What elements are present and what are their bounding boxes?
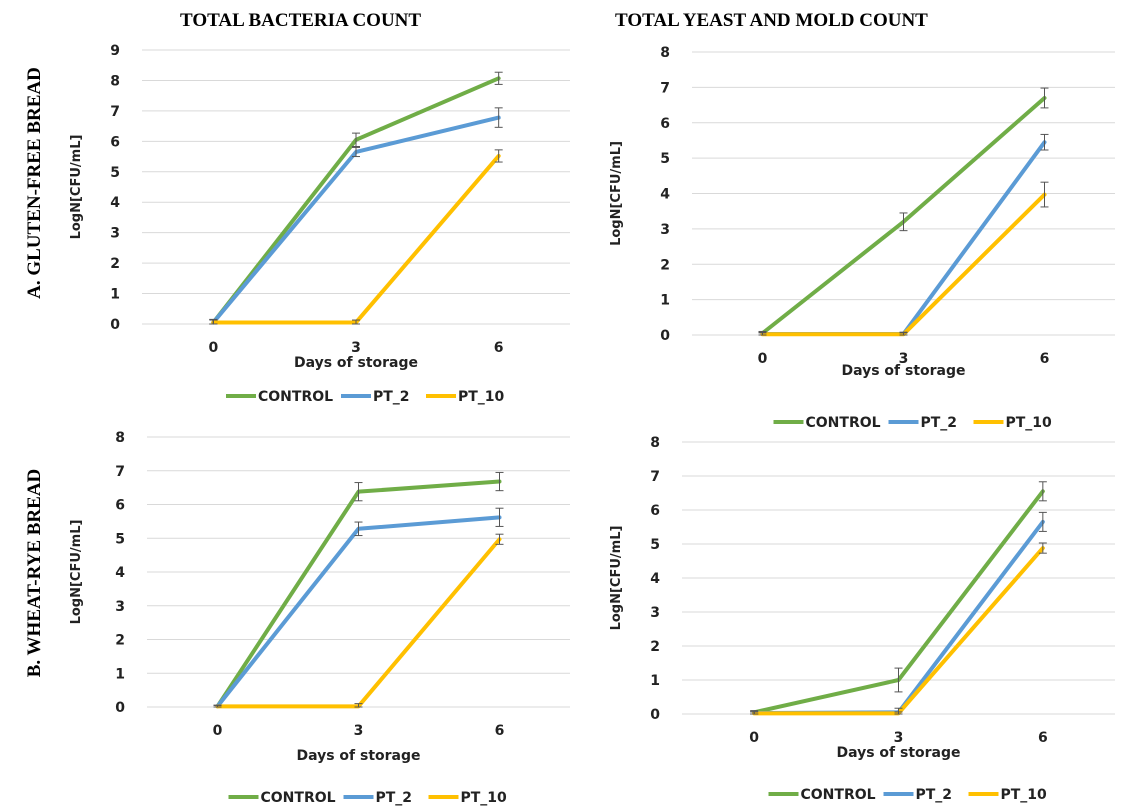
legend-label-pt-2: PT_2	[916, 787, 953, 803]
y-tick-label: 7	[650, 469, 660, 485]
y-axis-title: LogN[CFU/mL]	[69, 520, 84, 625]
y-tick-label: 5	[115, 531, 125, 547]
x-tick-label: 0	[208, 340, 218, 356]
chart-yeast-mold-gluten-free: 0 1 2 3 4 5 6 7 8 0 3 6 Days of storage LogN[CFU/mL] C…	[609, 45, 1115, 431]
y-tick-label: 1	[650, 673, 660, 689]
y-tick-label: 0	[115, 700, 125, 716]
series-line-pt-10	[211, 153, 501, 325]
legend-label-pt-10: PT_10	[458, 389, 505, 405]
column-title-yeast-mold: TOTAL YEAST AND MOLD COUNT	[615, 10, 928, 31]
y-axis-title: LogN[CFU/mL]	[609, 526, 624, 631]
y-tick-label: 3	[650, 605, 660, 621]
legend-label-pt-10: PT_10	[1001, 787, 1048, 803]
y-tick-label: 1	[660, 293, 670, 309]
x-tick-label: 6	[1040, 351, 1050, 367]
y-tick-label: 5	[650, 537, 660, 553]
legend-label-pt-2: PT_2	[373, 389, 410, 405]
y-tick-label: 8	[660, 45, 670, 61]
legend-label-control: CONTROL	[258, 389, 333, 405]
y-tick-label: 4	[650, 571, 660, 587]
legend-label-pt-2: PT_2	[921, 415, 958, 431]
y-tick-label: 4	[110, 195, 120, 211]
y-tick-label: 1	[115, 666, 125, 682]
y-tick-label: 0	[110, 317, 120, 333]
y-tick-label: 0	[650, 707, 660, 723]
legend-label-control: CONTROL	[806, 415, 881, 431]
x-axis-title: Days of storage	[841, 363, 965, 379]
legend-label-control: CONTROL	[801, 787, 876, 803]
y-axis-title: LogN[CFU/mL]	[69, 135, 84, 240]
x-axis-title: Days of storage	[296, 748, 420, 764]
x-tick-label: 6	[495, 723, 505, 739]
x-axis-title: Days of storage	[294, 355, 418, 371]
x-tick-label: 3	[351, 340, 361, 356]
y-tick-label: 3	[115, 599, 125, 615]
y-tick-label: 6	[115, 498, 125, 514]
x-axis-title: Days of storage	[836, 745, 960, 761]
y-tick-label: 6	[650, 503, 660, 519]
y-tick-label: 4	[660, 187, 670, 203]
y-tick-label: 4	[115, 565, 125, 581]
x-tick-label: 0	[213, 723, 223, 739]
x-tick-label: 0	[758, 351, 768, 367]
y-tick-label: 3	[110, 226, 120, 242]
legend-label-control: CONTROL	[261, 790, 336, 806]
series-line-control	[215, 479, 502, 709]
column-title-bacteria: TOTAL BACTERIA COUNT	[180, 10, 422, 31]
series-line-control	[211, 76, 501, 325]
legend-label-pt-2: PT_2	[376, 790, 413, 806]
y-tick-label: 2	[115, 633, 125, 649]
y-tick-label: 9	[110, 43, 120, 59]
x-tick-label: 3	[894, 730, 904, 746]
row-label-wheat-rye: B. WHEAT-RYE BREAD	[24, 468, 45, 678]
y-tick-label: 8	[110, 73, 120, 89]
y-tick-label: 7	[110, 104, 120, 120]
y-tick-label: 1	[110, 287, 120, 303]
x-tick-label: 6	[1038, 730, 1048, 746]
x-tick-label: 3	[899, 351, 909, 367]
y-tick-label: 2	[660, 257, 670, 273]
row-label-gluten-free: A. GLUTEN-FREE BREAD	[24, 67, 45, 299]
y-axis-title: LogN[CFU/mL]	[609, 141, 624, 246]
y-tick-label: 2	[650, 639, 660, 655]
legend-label-pt-10: PT_10	[1006, 415, 1053, 431]
y-tick-label: 7	[115, 464, 125, 480]
y-tick-label: 6	[660, 116, 670, 132]
y-tick-label: 6	[110, 134, 120, 150]
y-tick-label: 5	[660, 151, 670, 167]
x-tick-label: 3	[354, 723, 364, 739]
y-tick-label: 7	[660, 80, 670, 96]
y-tick-label: 3	[660, 222, 670, 238]
y-tick-label: 8	[115, 430, 125, 446]
legend-label-pt-10: PT_10	[461, 790, 508, 806]
chart-yeast-mold-wheat-rye: 0 1 2 3 4 5 6 7 8 0 3 6 Days of storage LogN[CFU/mL] C…	[609, 435, 1115, 803]
y-tick-label: 2	[110, 256, 120, 272]
y-tick-label: 5	[110, 165, 120, 181]
y-tick-label: 0	[660, 328, 670, 344]
x-tick-label: 6	[494, 340, 504, 356]
y-tick-label: 8	[650, 435, 660, 451]
series-line-pt-10	[215, 537, 502, 709]
series-line-pt-2	[215, 515, 502, 709]
x-tick-label: 0	[749, 730, 759, 746]
chart-bacteria-gluten-free: 0 1 2 3 4 5 6 7 8 9 0 3 6 Days of storage LogN[CFU/mL]…	[69, 43, 570, 405]
chart-bacteria-wheat-rye: 0 1 2 3 4 5 6 7 8 0 3 6 Days of storage LogN[CFU/mL] C…	[69, 430, 570, 806]
